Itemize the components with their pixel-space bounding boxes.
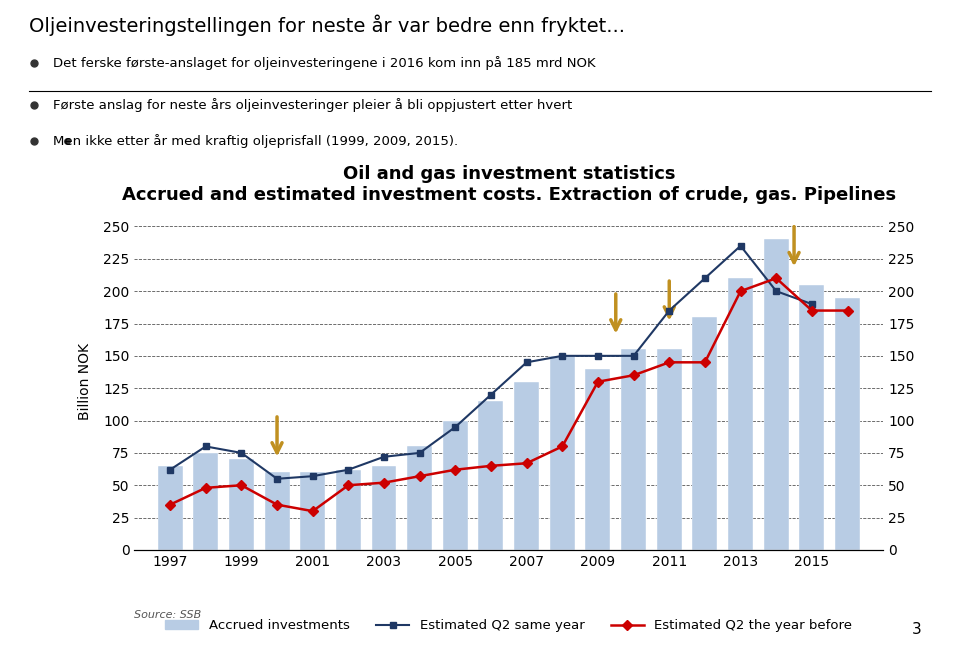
Estimated Q2 same year [628, 352, 639, 360]
Bar [372, 466, 396, 550]
Line: Estimated Q2 same year: Estimated Q2 same year [167, 243, 815, 482]
Bar [692, 317, 717, 550]
Estimated Q2 same year [414, 449, 425, 457]
Bar [515, 382, 540, 550]
Bar [728, 278, 753, 550]
Estimated Q2 same year [485, 391, 496, 399]
Estimated Q2 same year [592, 352, 604, 360]
Bar [265, 472, 290, 550]
Estimated Q2 same year [663, 307, 675, 314]
Text: Source: SSB: Source: SSB [134, 610, 202, 620]
Text: Det ferske første-anslaget for oljeinvesteringene i 2016 kom inn på 185 mrd NOK: Det ferske første-anslaget for oljeinves… [53, 56, 595, 71]
Bar [586, 369, 611, 550]
Bar [764, 239, 789, 550]
Estimated Q2 the year before [592, 378, 604, 386]
Text: 3: 3 [912, 622, 922, 637]
Bar [157, 466, 182, 550]
Text: Første anslag for neste års oljeinvesteringer pleier å bli oppjustert etter hver: Første anslag for neste års oljeinvester… [53, 98, 572, 112]
Estimated Q2 the year before [235, 481, 247, 489]
Bar [835, 298, 860, 550]
Estimated Q2 the year before [842, 307, 853, 314]
Estimated Q2 same year [557, 352, 568, 360]
Estimated Q2 same year [521, 358, 533, 366]
Bar [300, 472, 325, 550]
Text: Men ikke etter år med kraftig oljeprisfall (1999, 2009, 2015).: Men ikke etter år med kraftig oljeprisfa… [53, 135, 458, 148]
Estimated Q2 the year before [771, 274, 782, 282]
Title: Oil and gas investment statistics
Accrued and estimated investment costs. Extrac: Oil and gas investment statistics Accrue… [122, 165, 896, 204]
Bar [228, 459, 253, 550]
Estimated Q2 the year before [806, 307, 818, 314]
Estimated Q2 the year before [272, 501, 283, 509]
Estimated Q2 the year before [164, 501, 176, 509]
Estimated Q2 the year before [557, 443, 568, 450]
Estimated Q2 the year before [200, 484, 211, 492]
Estimated Q2 same year [378, 453, 390, 461]
Legend: Accrued investments, Estimated Q2 same year, Estimated Q2 the year before: Accrued investments, Estimated Q2 same y… [160, 614, 857, 637]
Text: Oljeinvesteringstellingen for neste år var bedre enn fryktet...: Oljeinvesteringstellingen for neste år v… [29, 14, 625, 36]
Bar [407, 446, 432, 550]
Bar [336, 470, 361, 550]
Estimated Q2 same year [164, 466, 176, 474]
Line: Estimated Q2 the year before: Estimated Q2 the year before [167, 275, 851, 514]
Estimated Q2 same year [343, 466, 354, 474]
Bar [443, 421, 468, 550]
Estimated Q2 same year [235, 449, 247, 457]
Bar [193, 453, 218, 550]
Estimated Q2 the year before [485, 462, 496, 470]
Bar [657, 349, 682, 550]
Estimated Q2 same year [307, 472, 319, 480]
Estimated Q2 same year [699, 274, 710, 282]
Bar [550, 356, 575, 550]
Estimated Q2 the year before [699, 358, 710, 366]
Estimated Q2 same year [771, 287, 782, 295]
Estimated Q2 the year before [734, 287, 746, 295]
Bar [621, 349, 646, 550]
Estimated Q2 same year [449, 423, 461, 431]
Estimated Q2 the year before [628, 371, 639, 379]
Estimated Q2 the year before [378, 479, 390, 487]
Estimated Q2 the year before [449, 466, 461, 474]
Estimated Q2 the year before [414, 472, 425, 480]
Bar [800, 285, 825, 550]
Estimated Q2 the year before [521, 459, 533, 467]
Estimated Q2 same year [734, 242, 746, 250]
Estimated Q2 the year before [343, 481, 354, 489]
Estimated Q2 same year [200, 443, 211, 450]
Y-axis label: Billion NOK: Billion NOK [78, 343, 92, 421]
Bar [478, 401, 503, 550]
Estimated Q2 same year [272, 475, 283, 483]
Estimated Q2 the year before [307, 507, 319, 515]
Estimated Q2 same year [806, 300, 818, 308]
Estimated Q2 the year before [663, 358, 675, 366]
